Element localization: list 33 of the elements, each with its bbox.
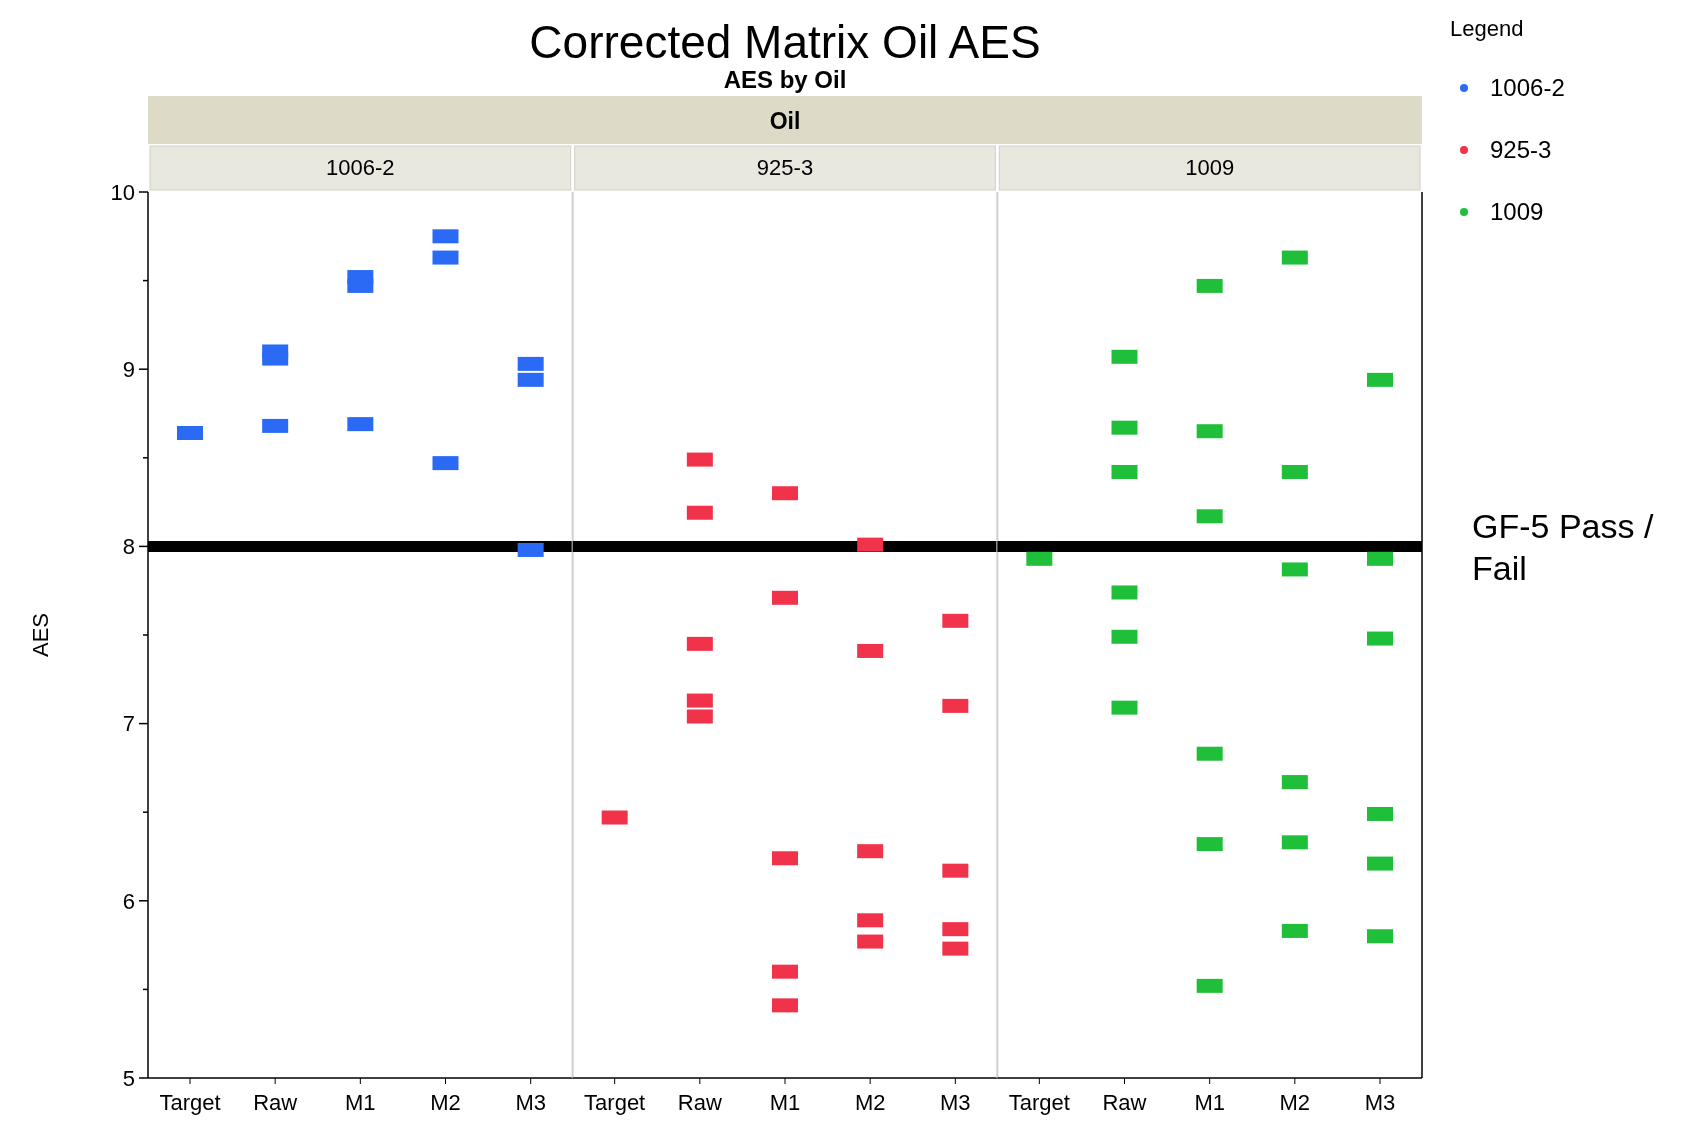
x-tick-label: Target	[159, 1090, 221, 1115]
y-tick-label: 6	[122, 888, 135, 914]
chart-title: 1006-2	[326, 155, 395, 180]
x-tick-label: M1	[769, 1090, 801, 1115]
legend-label: 1006-2	[1490, 74, 1565, 102]
x-tick-label: M3	[515, 1090, 546, 1115]
legend-label: 1009	[1490, 198, 1544, 226]
y-tick-label: 10	[110, 179, 135, 205]
legend-label: 925-3	[1490, 136, 1552, 164]
y-tick-label: 9	[122, 356, 135, 382]
y-axis-title: AES	[28, 612, 53, 658]
x-tick-label: Raw	[253, 1090, 298, 1115]
x-tick-label: M3	[1364, 1090, 1396, 1115]
x-tick-label: Target	[584, 1090, 646, 1115]
chart-title: 925-3	[756, 155, 814, 180]
x-tick-label: M3	[940, 1090, 971, 1115]
y-tick-label: 7	[122, 711, 135, 737]
chart-title: 1009	[1185, 155, 1235, 180]
x-tick-label: M2	[1279, 1090, 1311, 1115]
text: AES by Oil	[723, 66, 847, 93]
x-tick-label: Target	[1008, 1090, 1070, 1115]
text: Oil	[769, 108, 801, 134]
x-tick-label: Raw	[1102, 1090, 1147, 1115]
x-tick-label: Raw	[677, 1090, 722, 1115]
y-tick-label: 8	[122, 534, 135, 560]
y-tick-label: 5	[122, 1065, 135, 1091]
x-tick-label: M1	[345, 1090, 376, 1115]
text: Corrected Matrix Oil AES	[529, 16, 1041, 68]
ref-line-label: GF-5 Pass / Fail	[1472, 507, 1654, 588]
x-tick-label: M2	[854, 1090, 886, 1115]
x-tick-label: M1	[1194, 1090, 1225, 1115]
x-tick-label: M2	[430, 1090, 461, 1115]
legend-title: Legend	[1450, 16, 1524, 41]
